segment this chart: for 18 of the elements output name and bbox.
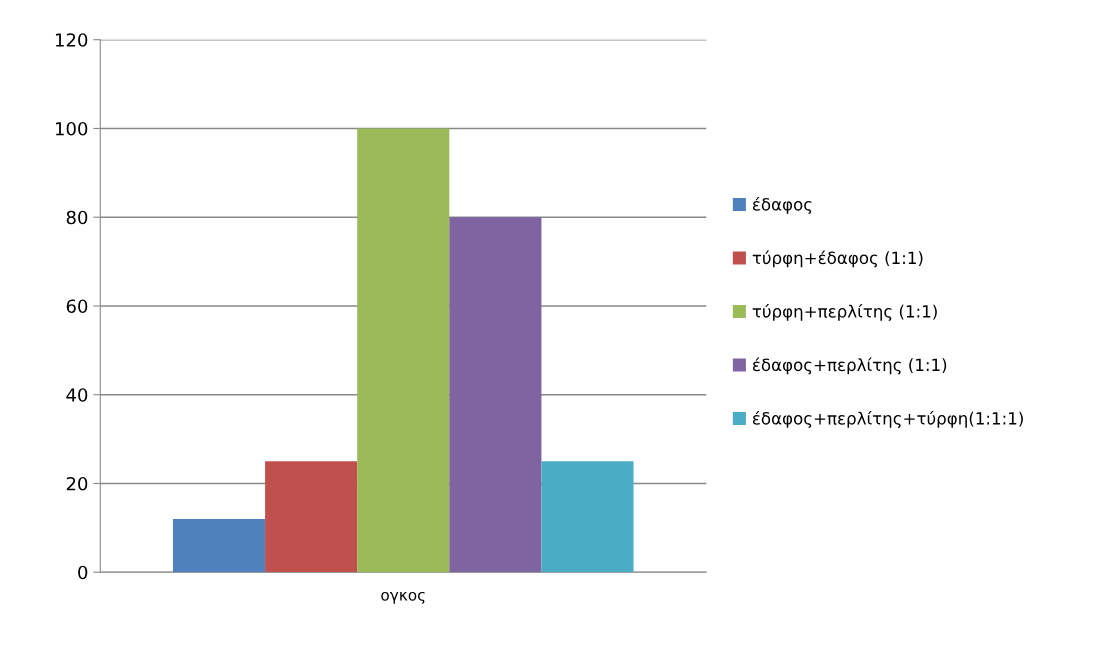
bar	[541, 461, 634, 573]
y-tick-label: 80	[66, 210, 88, 225]
bar	[449, 217, 542, 573]
bar	[172, 518, 266, 573]
legend-label: έδαφος+περλίτης+τύρφη(1:1:1)	[752, 411, 1023, 428]
bar	[265, 461, 358, 573]
y-tick-label: 60	[66, 299, 88, 314]
y-tick-label: 120	[55, 33, 88, 47]
y-tick-label: 40	[66, 388, 88, 402]
legend-label: τύρφη+έδαφος (1:1)	[752, 250, 923, 268]
y-tick-label: 20	[66, 476, 88, 491]
x-tick-label: ογκος	[381, 591, 425, 604]
legend-label: έδαφος+περλίτης (1:1)	[752, 357, 947, 375]
legend-label: τύρφη+περλίτης (1:1)	[752, 304, 937, 321]
bar	[357, 128, 450, 573]
y-tick-label: 0	[78, 565, 88, 580]
y-tick-label: 100	[55, 121, 88, 136]
legend-label: έδαφος	[752, 197, 812, 214]
